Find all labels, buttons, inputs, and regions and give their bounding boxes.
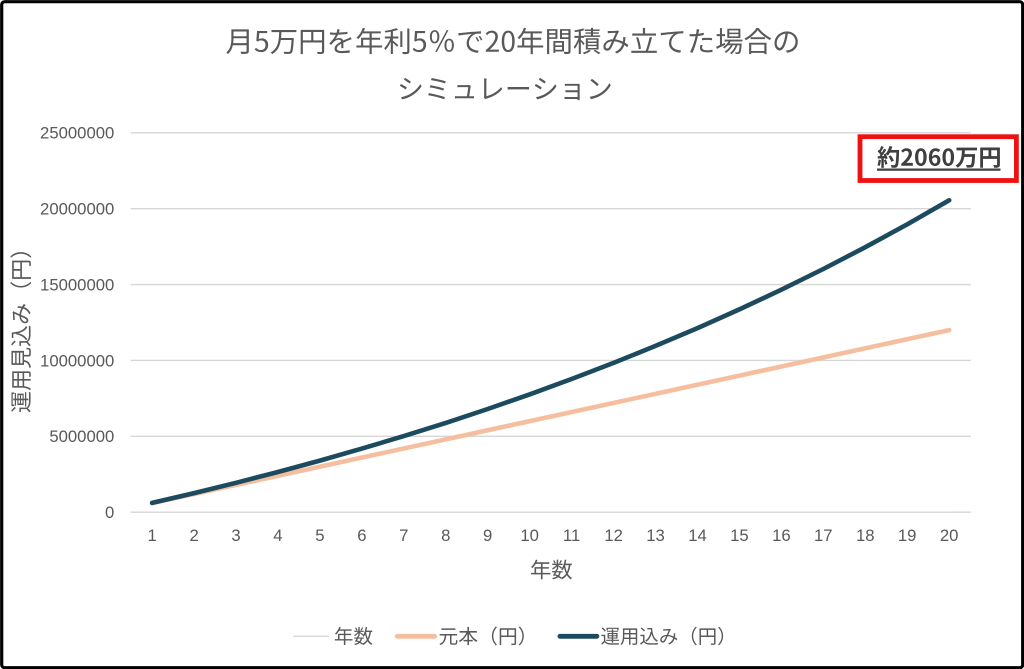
svg-text:9: 9 [483, 526, 492, 545]
svg-text:6: 6 [357, 526, 366, 545]
svg-text:13: 13 [646, 526, 665, 545]
svg-text:14: 14 [688, 526, 707, 545]
svg-text:3: 3 [231, 526, 240, 545]
svg-text:18: 18 [856, 526, 875, 545]
svg-text:12: 12 [604, 526, 623, 545]
svg-text:5000000: 5000000 [49, 427, 114, 446]
svg-text:25000000: 25000000 [40, 124, 114, 143]
svg-text:20000000: 20000000 [40, 200, 114, 219]
svg-text:16: 16 [772, 526, 791, 545]
svg-text:15000000: 15000000 [40, 276, 114, 295]
svg-text:7: 7 [399, 526, 408, 545]
svg-text:0: 0 [105, 503, 114, 522]
svg-text:10000000: 10000000 [40, 351, 114, 370]
svg-text:19: 19 [898, 526, 917, 545]
svg-text:4: 4 [273, 526, 282, 545]
svg-text:2: 2 [189, 526, 198, 545]
svg-text:11: 11 [563, 526, 580, 545]
svg-text:5: 5 [315, 526, 324, 545]
svg-text:10: 10 [520, 526, 539, 545]
svg-text:20: 20 [940, 526, 959, 545]
svg-text:1: 1 [147, 526, 156, 545]
svg-text:17: 17 [814, 526, 833, 545]
svg-text:8: 8 [441, 526, 450, 545]
svg-text:15: 15 [730, 526, 749, 545]
